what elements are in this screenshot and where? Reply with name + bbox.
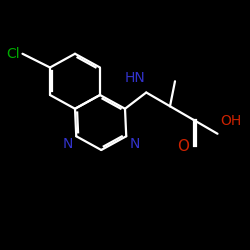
Text: HN: HN: [124, 72, 145, 86]
Text: N: N: [130, 138, 140, 151]
Text: N: N: [62, 138, 73, 151]
Text: Cl: Cl: [6, 47, 20, 61]
Text: O: O: [177, 139, 189, 154]
Text: OH: OH: [220, 114, 241, 128]
